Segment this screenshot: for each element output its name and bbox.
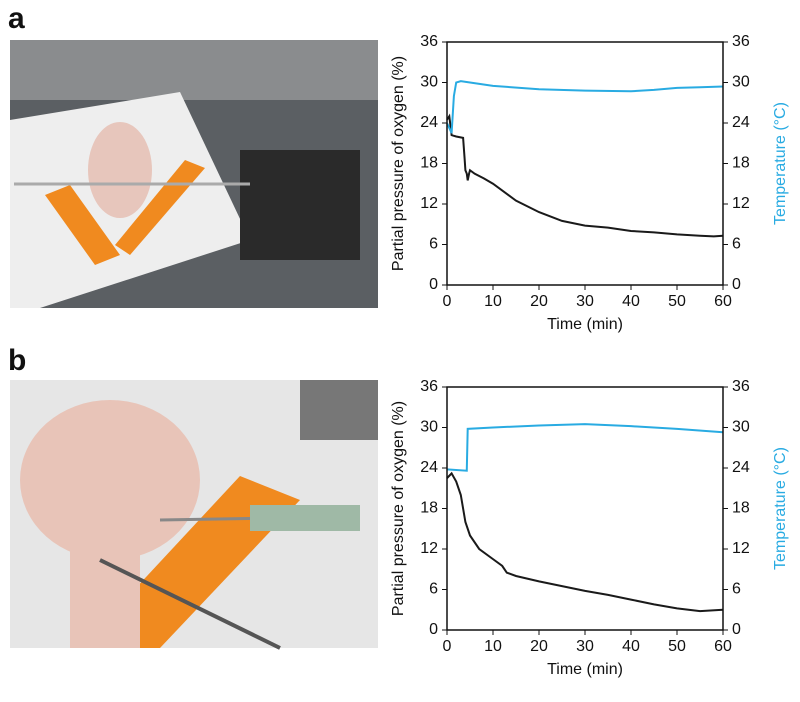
x-tick-label: 50 xyxy=(668,293,686,310)
data-line xyxy=(446,80,724,134)
y2-axis-label: Temperature (°C) xyxy=(772,102,789,225)
y-axis-label: Partial pressure of oxygen (%) xyxy=(390,401,407,616)
panel-label: b xyxy=(8,344,26,377)
x-tick-label: 20 xyxy=(530,293,548,310)
y-tick-label: 6 xyxy=(429,581,438,598)
y2-tick-label: 18 xyxy=(732,500,750,517)
x-tick-label: 10 xyxy=(484,293,502,310)
y2-tick-label: 24 xyxy=(732,459,750,476)
y-tick-label: 30 xyxy=(420,74,438,91)
x-tick-label: 30 xyxy=(576,638,594,655)
y-tick-label: 0 xyxy=(429,621,438,638)
y2-tick-label: 0 xyxy=(732,276,741,293)
data-line xyxy=(446,471,724,613)
x-tick-label: 10 xyxy=(484,638,502,655)
x-tick-label: 60 xyxy=(714,293,732,310)
data-line xyxy=(446,113,724,238)
panel-label: a xyxy=(8,2,25,35)
y-tick-label: 12 xyxy=(420,540,438,557)
y-tick-label: 18 xyxy=(420,155,438,172)
x-axis-label: Time (min) xyxy=(547,661,623,678)
x-axis-label: Time (min) xyxy=(547,316,623,333)
y-tick-label: 36 xyxy=(420,33,438,50)
y2-axis-label: Temperature (°C) xyxy=(772,447,789,570)
x-tick-label: 20 xyxy=(530,638,548,655)
x-tick-label: 60 xyxy=(714,638,732,655)
y2-tick-label: 12 xyxy=(732,195,750,212)
x-tick-label: 50 xyxy=(668,638,686,655)
y2-tick-label: 36 xyxy=(732,33,750,50)
y2-tick-label: 18 xyxy=(732,155,750,172)
y-tick-label: 6 xyxy=(429,236,438,253)
y2-tick-label: 36 xyxy=(732,378,750,395)
y-tick-label: 24 xyxy=(420,114,438,131)
y2-tick-label: 6 xyxy=(732,581,741,598)
x-tick-label: 0 xyxy=(443,638,452,655)
data-line xyxy=(446,423,724,472)
y2-tick-label: 12 xyxy=(732,540,750,557)
plot-frame xyxy=(446,41,724,286)
x-tick-label: 30 xyxy=(576,293,594,310)
photo-b xyxy=(10,380,378,650)
x-tick-label: 40 xyxy=(622,638,640,655)
photo-a xyxy=(10,40,378,308)
x-tick-label: 40 xyxy=(622,293,640,310)
x-tick-label: 0 xyxy=(443,293,452,310)
y-tick-label: 36 xyxy=(420,378,438,395)
y2-tick-label: 30 xyxy=(732,419,750,436)
y2-tick-label: 24 xyxy=(732,114,750,131)
y-tick-label: 24 xyxy=(420,459,438,476)
y2-tick-label: 0 xyxy=(732,621,741,638)
y2-tick-label: 6 xyxy=(732,236,741,253)
y-tick-label: 12 xyxy=(420,195,438,212)
y-axis-label: Partial pressure of oxygen (%) xyxy=(390,56,407,271)
y-tick-label: 30 xyxy=(420,419,438,436)
y2-tick-label: 30 xyxy=(732,74,750,91)
y-tick-label: 0 xyxy=(429,276,438,293)
y-tick-label: 18 xyxy=(420,500,438,517)
